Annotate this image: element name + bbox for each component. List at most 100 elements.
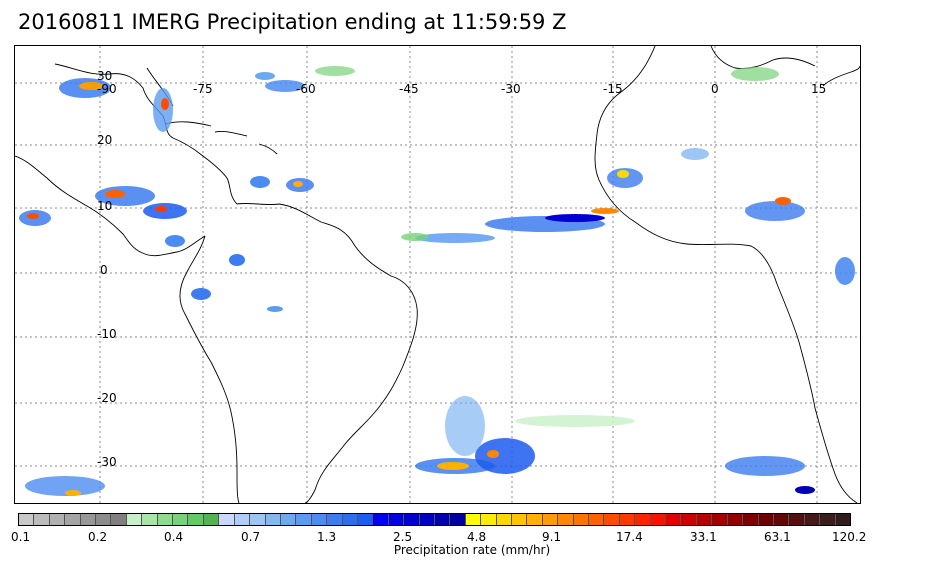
colorbar-segment	[219, 514, 235, 525]
colorbar-segment	[789, 514, 805, 525]
colorbar-tick-label: 0.2	[88, 530, 108, 544]
precipitation-field	[19, 66, 855, 496]
colorbar-label: Precipitation rate (mm/hr)	[393, 543, 551, 557]
colorbar-segment	[727, 514, 744, 525]
colorbar-segment	[589, 514, 605, 525]
colorbar-ticks: 0.1 0.2 0.4 0.7 1.3 2.5 4.8 9.1 17.4 33.…	[0, 530, 944, 546]
lon-labels: -90 -75 -60 -45 -30 -15 0 15	[97, 82, 826, 96]
colorbar-segment	[19, 514, 35, 525]
colorbar-segment	[188, 514, 204, 525]
lat-label: -20	[97, 391, 117, 405]
lat-label: 10	[97, 199, 112, 213]
colorbar-tick-label: 0.1	[11, 530, 31, 544]
colorbar-segment	[280, 514, 297, 525]
colorbar-tick-label: 33.1	[690, 530, 717, 544]
colorbar-segment	[203, 514, 220, 525]
lon-label: -45	[399, 82, 419, 96]
central-america-storms	[19, 186, 283, 312]
colorbar-segment	[496, 514, 512, 525]
colorbar-segment	[696, 514, 713, 525]
colorbar-segment	[388, 514, 405, 525]
iberia-coast	[710, 46, 816, 69]
page-title: 20160811 IMERG Precipitation ending at 1…	[18, 10, 567, 34]
colorbar-tick-label: 9.1	[542, 530, 562, 544]
colorbar-tick-label: 4.8	[467, 530, 487, 544]
colorbar-segment	[327, 514, 343, 525]
colorbar-segment	[712, 514, 728, 525]
colorbar-segment	[773, 514, 790, 525]
colorbar-tick-label: 0.4	[164, 530, 184, 544]
lon-label: -60	[296, 82, 316, 96]
colorbar-segment	[758, 514, 774, 525]
south-america-east-coast	[236, 202, 418, 503]
africa-west-coast	[594, 46, 858, 503]
colorbar-tick-label: 1.3	[317, 530, 337, 544]
colorbar-segment	[80, 514, 97, 525]
colorbar-segment	[173, 514, 189, 525]
colorbar-segment	[34, 514, 50, 525]
coastlines	[15, 46, 860, 503]
precipitation-map: -90 -75 -60 -45 -30 -15 0 15 30 20 10 0 …	[14, 45, 861, 504]
lon-label: -75	[193, 82, 213, 96]
colorbar-tick-label: 0.7	[241, 530, 261, 544]
colorbar-segment	[96, 514, 112, 525]
colorbar-segment	[743, 514, 759, 525]
colorbar-segment	[419, 514, 435, 525]
lat-label: 20	[97, 133, 112, 147]
south-atlantic-front	[25, 396, 815, 496]
colorbar-segment	[619, 514, 636, 525]
colorbar-tick-label: 17.4	[616, 530, 643, 544]
caribbean-islands	[164, 121, 278, 155]
colorbar-segment	[835, 514, 850, 525]
colorbar-tick-label: 120.2	[832, 530, 867, 544]
lon-label: 0	[711, 82, 719, 96]
colorbar-tick-label: 63.1	[764, 530, 791, 544]
colorbar-segment	[681, 514, 697, 525]
colorbar-segment	[650, 514, 667, 525]
colorbar-segment	[49, 514, 66, 525]
colorbar-segment	[465, 514, 482, 525]
colorbar-segment	[234, 514, 251, 525]
colorbar-segment	[111, 514, 127, 525]
colorbar	[18, 513, 851, 526]
lon-label: -90	[97, 82, 117, 96]
colorbar-segment	[481, 514, 497, 525]
colorbar-segment	[558, 514, 574, 525]
colorbar-segment	[311, 514, 328, 525]
map-svg: -90 -75 -60 -45 -30 -15 0 15 30 20 10 0 …	[15, 46, 860, 503]
itcz-band	[401, 148, 855, 285]
colorbar-segment	[126, 514, 143, 525]
colorbar-segment	[527, 514, 543, 525]
lat-labels: 30 20 10 0 -10 -20 -30	[97, 69, 117, 469]
colorbar-segment	[512, 514, 528, 525]
lon-label: 15	[811, 82, 826, 96]
lon-label: -15	[603, 82, 623, 96]
pacific-coast-central	[15, 155, 206, 257]
colorbar-segment	[250, 514, 266, 525]
colorbar-segment	[142, 514, 158, 525]
colorbar-segment	[357, 514, 374, 525]
lat-label: -30	[97, 455, 117, 469]
colorbar-segment	[450, 514, 466, 525]
colorbar-segment	[342, 514, 358, 525]
mediterranean-coast	[822, 65, 860, 87]
lat-label: -10	[97, 327, 117, 341]
colorbar-segment	[296, 514, 312, 525]
colorbar-tick-label: 2.5	[393, 530, 413, 544]
colorbar-segment	[434, 514, 451, 525]
lat-label: 30	[97, 69, 112, 83]
gridlines	[15, 46, 860, 503]
colorbar-segment	[65, 514, 81, 525]
colorbar-segment	[157, 514, 174, 525]
colorbar-segment	[404, 514, 420, 525]
colorbar-segment	[804, 514, 821, 525]
south-america-west-coast	[179, 235, 240, 503]
colorbar-segment	[573, 514, 590, 525]
colorbar-segment	[604, 514, 620, 525]
colorbar-segment	[635, 514, 651, 525]
lon-label: -30	[501, 82, 521, 96]
colorbar-segment	[373, 514, 389, 525]
lat-label: 0	[100, 263, 108, 277]
caribbean-storms	[59, 66, 779, 192]
colorbar-segment	[820, 514, 836, 525]
